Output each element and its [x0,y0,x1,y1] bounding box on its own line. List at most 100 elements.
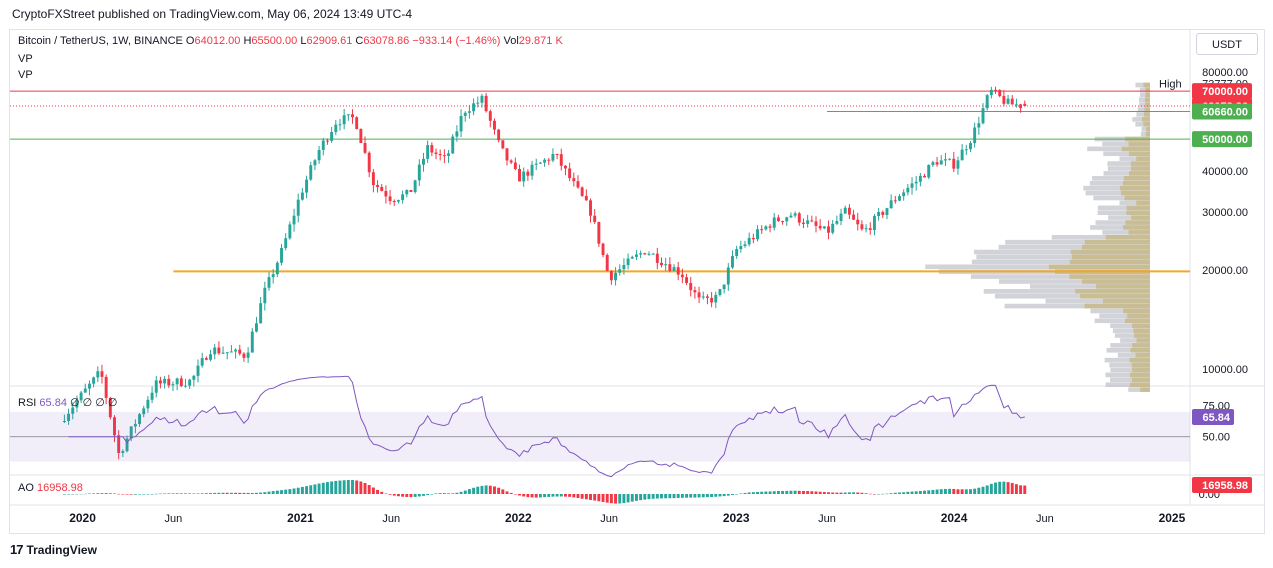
candle-body [789,215,793,218]
ao-label[interactable]: AO [18,482,34,494]
rsi-label[interactable]: RSI [18,397,37,409]
vol-label: Vol [503,35,519,47]
ao-bar [948,488,952,494]
volume-profile-bar [1119,200,1150,206]
candle-body [985,95,989,109]
candle-body [417,164,421,181]
ao-bar [359,481,363,494]
volume-profile-bar [925,264,1150,270]
volume-profile-bar [1110,367,1150,373]
ao-bar [200,493,204,494]
candle-body [259,303,263,324]
candle-body [371,172,375,186]
ao-bar [438,493,442,494]
candle-body [893,200,897,202]
volume-profile-bar [1138,97,1150,103]
candle-body [948,158,952,160]
candle-body [413,180,417,192]
volume-profile-bar [1081,244,1150,250]
volume-profile-bar [1090,308,1150,314]
candle-body [781,221,785,223]
ao-bar [563,494,567,497]
ao-bar [605,494,609,503]
candle-body [626,258,630,266]
ao-bar [998,481,1002,494]
ao-bar [188,493,192,494]
volume-profile-bar [1143,82,1150,88]
symbol-title[interactable]: Bitcoin / TetherUS, 1W, BINANCE [18,35,183,47]
ao-bar [547,494,551,497]
time-tick-label: Jun [1036,513,1054,525]
ao-bar [129,494,133,495]
ao-bar [146,494,150,495]
ao-bar [376,489,380,494]
candle-body [192,375,196,380]
volume-profile-bar [1119,185,1150,191]
candle-body [1002,96,1006,104]
volume-profile-bar [1106,347,1150,353]
volume-profile-bar [1105,382,1150,387]
ao-bar [300,486,304,494]
open-label: O [185,35,195,47]
candle-body [931,162,935,166]
volume-profile-bar [1121,190,1150,196]
candle-body [92,377,96,384]
ao-bar [83,493,87,495]
ao-value-tag-box [1192,477,1252,493]
ao-bar [100,493,104,494]
volume-profile-bar [1005,239,1150,245]
ao-bar [447,493,451,494]
ao-bar [697,494,701,498]
ao-bar [171,493,175,494]
candle-body [396,200,400,202]
ao-bar [630,494,634,502]
volume-profile-bar [1097,205,1150,211]
candle-body [455,131,459,137]
candle-body [989,89,993,96]
footer-brand[interactable]: 17 TradingView [10,542,97,557]
price-tag-label: 60660.00 [1202,107,1248,119]
ao-bar [288,489,292,494]
ao-bar [872,494,876,495]
candle-body [714,294,718,303]
candle-body [179,378,183,387]
vp-indicator-label[interactable]: VP [18,69,33,81]
volume-profile-bar [1122,180,1150,186]
volume-profile-bar [1134,333,1150,338]
ao-bar [509,492,513,494]
candle-body [910,183,914,188]
ao-bar [213,492,217,494]
candle-body [651,253,655,255]
ao-bar [330,481,334,494]
ao-bar [163,493,167,494]
ao-bar [810,491,814,494]
candle-body [614,272,618,281]
currency-button[interactable]: USDT [1196,33,1258,55]
ao-bar [743,492,747,494]
vp-indicator-label[interactable]: VP [18,53,33,65]
volume-profile-bar [1045,298,1150,304]
ao-bar [906,491,910,494]
candle-body [943,159,947,161]
price-tag-box [1192,83,1252,100]
high-label: H [243,35,252,47]
ao-bar [835,492,839,494]
candle-body [380,186,384,191]
volume-profile-bar [1132,343,1150,348]
candle-body [104,376,108,398]
ao-bar [543,494,547,498]
candle-body [689,282,693,291]
ao-bar [939,489,943,494]
volume-profile-bar [1069,259,1150,265]
candle-body [751,237,755,240]
candle-body [726,267,730,285]
candle-body [664,264,668,266]
rsi-value-tag: 65.84 [1202,412,1230,424]
ao-bar [902,492,906,494]
ao-bar [484,485,488,494]
volume-profile-bar [1130,347,1150,353]
ao-bar [497,487,501,494]
ao-bar [885,493,889,495]
candle-body [580,187,584,196]
